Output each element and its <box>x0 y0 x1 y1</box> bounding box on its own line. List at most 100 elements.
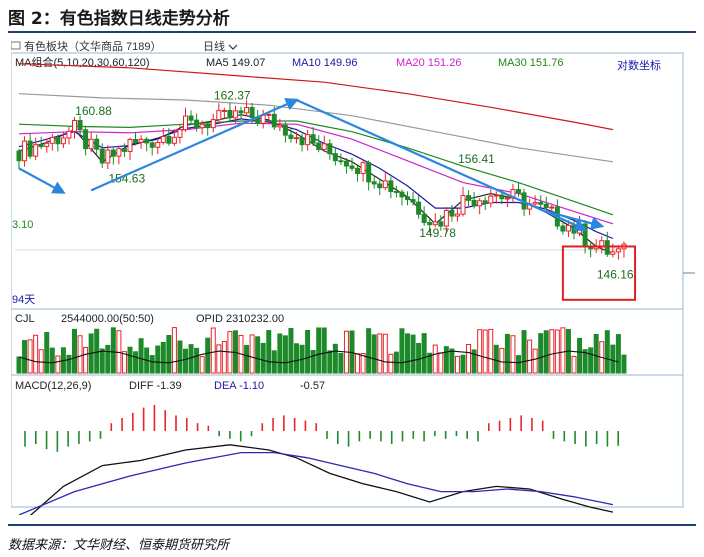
candle-body <box>210 119 216 129</box>
volume-bar <box>615 334 621 374</box>
candle-body <box>332 153 338 162</box>
candle-body <box>232 110 238 119</box>
volume-bar <box>577 337 583 374</box>
volume-bar <box>177 340 183 374</box>
chart-canvas: 有色板块（文华商品 7189） 日线 MA组合(5,10,20,30,60,12… <box>10 39 695 526</box>
volume-bar <box>443 346 449 374</box>
volume-bar <box>432 344 438 374</box>
candle-body <box>421 213 427 224</box>
candle-body <box>565 224 571 232</box>
volume-readout: 2544000.00(50:50) <box>61 313 154 325</box>
candle-body <box>55 136 61 145</box>
candle-body <box>188 115 194 121</box>
volume-bar <box>410 334 416 374</box>
candle-body <box>288 134 294 139</box>
highlight-box <box>561 245 637 301</box>
candle-body <box>160 135 166 143</box>
candle-body <box>121 148 127 152</box>
diff-line <box>18 444 614 526</box>
volume-bar <box>532 348 538 374</box>
candle-body <box>427 222 433 226</box>
volume-bar <box>244 344 250 374</box>
volume-bar <box>66 354 72 374</box>
candle-body <box>94 138 100 150</box>
left-edge-value: 3.10 <box>12 219 33 231</box>
volume-bar <box>260 342 266 374</box>
volume-bar <box>72 328 77 374</box>
candle-body <box>538 201 544 205</box>
volume-bar <box>582 349 588 374</box>
candle-body <box>16 150 22 162</box>
volume-bar <box>327 350 333 374</box>
volume-bar <box>360 353 366 374</box>
candle-body <box>438 221 444 227</box>
price-annotation: 156.41 <box>458 152 495 166</box>
candle-body <box>205 123 211 129</box>
candle-body <box>282 124 288 136</box>
volume-bar <box>16 356 22 374</box>
candle-body <box>466 195 472 201</box>
volume-bar <box>438 352 444 374</box>
volume-bar <box>249 334 255 374</box>
volume-bar <box>499 347 505 374</box>
candle-body <box>277 124 283 128</box>
instrument-label[interactable]: 有色板块（文华商品 7189） <box>24 39 162 53</box>
candle-body <box>99 148 105 164</box>
volume-bar <box>454 355 460 374</box>
candle-body <box>410 199 416 203</box>
candle-body <box>116 148 122 157</box>
volume-bar <box>371 334 377 374</box>
source-rule <box>8 524 696 526</box>
candle-body <box>166 135 172 144</box>
candle-body <box>504 197 510 200</box>
dea-line <box>18 451 614 516</box>
volume-bar <box>138 338 144 374</box>
candle-body <box>610 251 616 255</box>
volume-bar <box>282 335 288 374</box>
volume-bar <box>183 348 188 374</box>
candle-body <box>249 107 255 119</box>
volume-bar <box>554 329 560 374</box>
volume-bar <box>488 328 494 374</box>
candle-body <box>171 136 177 144</box>
volume-bar <box>538 333 544 374</box>
candle-body <box>183 115 188 131</box>
macd-panel-frame <box>10 374 684 508</box>
candle-body <box>72 120 77 132</box>
candle-body <box>299 137 305 146</box>
candle-body <box>388 180 394 192</box>
ma-line-ma20 <box>18 122 614 225</box>
volume-bar <box>277 333 283 374</box>
volume-bar <box>621 354 627 374</box>
candle-body <box>194 119 200 129</box>
log-scale-label[interactable]: 对数坐标 <box>617 58 661 72</box>
volume-bar <box>593 333 599 374</box>
candle-body <box>543 203 549 209</box>
ma-readouts: MA5 149.07 MA10 149.96 MA20 151.26 MA30 151… <box>206 57 563 69</box>
candle-body <box>399 191 405 198</box>
price-annotation: 162.37 <box>214 88 251 102</box>
volume-bar <box>199 356 205 374</box>
volume-bar <box>604 330 610 374</box>
candle-body <box>216 110 222 121</box>
candle-body <box>482 200 488 204</box>
volume-bar <box>171 327 177 374</box>
candle-body <box>33 144 39 157</box>
candle-body <box>305 134 311 146</box>
ma-readout-2: MA20 151.26 <box>396 57 461 69</box>
ma-readout-0: MA5 149.07 <box>206 57 265 69</box>
period-selector[interactable]: 日线 <box>203 39 225 53</box>
chevron-down-icon[interactable] <box>228 44 238 50</box>
chart-header: 有色板块（文华商品 7189） 日线 <box>10 39 695 53</box>
trend-arrow <box>90 98 299 192</box>
volume-bar <box>338 352 344 374</box>
panel-icon[interactable] <box>10 41 21 50</box>
volume-bar <box>405 333 410 374</box>
ma-group-label: MA组合(5,10,20,30,60,120) <box>15 55 150 69</box>
candle-body <box>227 110 233 119</box>
candle-body <box>571 224 577 234</box>
candle-body <box>144 138 150 144</box>
candle-body <box>454 213 460 217</box>
volume-bar <box>332 343 338 374</box>
volume-bar <box>493 344 499 374</box>
